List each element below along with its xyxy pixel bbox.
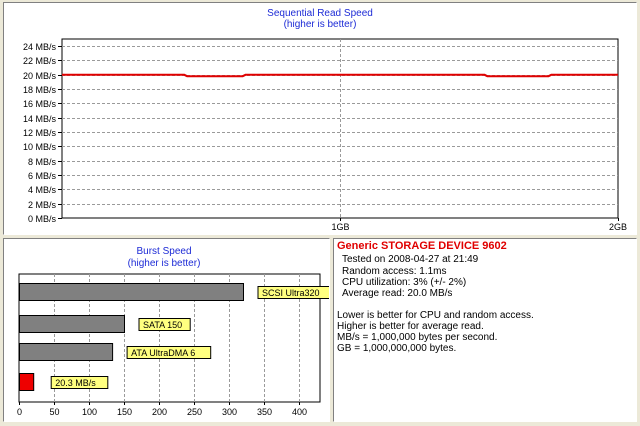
burst-bar-label: 20.3 MB/s: [55, 378, 96, 388]
burst-speed-chart: Burst Speed (higher is better) SCSI Ultr…: [17, 246, 337, 417]
burst-speed-panel: Burst Speed (higher is better) SCSI Ultr…: [3, 238, 337, 422]
device-info-panel: Generic STORAGE DEVICE 9602 Tested on 20…: [333, 238, 637, 422]
sequential-y-tick-label: 4 MB/s: [28, 185, 57, 195]
burst-x-tick-label: 400: [292, 407, 307, 417]
burst-x-tick-label: 50: [49, 407, 59, 417]
sequential-y-tick-label: 22 MB/s: [23, 56, 57, 66]
sequential-y-tick-label: 2 MB/s: [28, 200, 57, 210]
burst-x-tick-label: 350: [257, 407, 272, 417]
burst-label-box: [126, 346, 212, 359]
burst-x-tick-label: 250: [187, 407, 202, 417]
burst-plot-frame: [18, 273, 321, 403]
burst-label-box: [138, 318, 191, 331]
sequential-y-tick-label: 10 MB/s: [23, 142, 57, 152]
sequential-chart-subtitle: (higher is better): [284, 19, 357, 30]
sequential-chart-title: Sequential Read Speed: [267, 8, 373, 19]
burst-chart-subtitle: (higher is better): [128, 258, 201, 269]
burst-x-tick-label: 300: [222, 407, 237, 417]
burst-bar-label: ATA UltraDMA 6: [131, 348, 195, 358]
sequential-read-panel: Sequential Read Speed (higher is better)…: [3, 2, 637, 235]
note-mbs-definition: MB/s = 1,000,000 bytes per second.: [337, 332, 498, 343]
sequential-y-tick-label: 14 MB/s: [23, 114, 57, 124]
burst-bar-label: SCSI Ultra320: [262, 288, 320, 298]
cpu-utilization-text: CPU utilization: 3% (+/- 2%): [342, 277, 467, 288]
note-gb-definition: GB = 1,000,000,000 bytes.: [337, 343, 457, 354]
burst-bar-reference: [19, 343, 114, 361]
sequential-y-tick-label: 24 MB/s: [23, 42, 57, 52]
sequential-x-tick-label: 1GB: [331, 222, 349, 232]
sequential-y-tick-label: 12 MB/s: [23, 128, 57, 138]
sequential-read-line: [62, 73, 618, 78]
tested-on-text: Tested on 2008-04-27 at 21:49: [342, 254, 479, 265]
burst-x-tick-label: 150: [117, 407, 132, 417]
burst-bar-reference: [19, 283, 244, 301]
note-higher-better: Higher is better for average read.: [337, 321, 484, 332]
burst-chart-title: Burst Speed: [136, 246, 191, 257]
random-access-text: Random access: 1.1ms: [342, 266, 447, 277]
sequential-y-tick-label: 6 MB/s: [28, 171, 57, 181]
device-name: Generic STORAGE DEVICE 9602: [337, 240, 507, 252]
burst-bar-device: [19, 373, 35, 391]
sequential-y-tick-label: 0 MB/s: [28, 214, 57, 224]
burst-x-tick-label: 100: [82, 407, 97, 417]
burst-x-tick-label: 200: [152, 407, 167, 417]
sequential-y-tick-label: 20 MB/s: [23, 71, 57, 81]
sequential-y-tick-label: 16 MB/s: [23, 99, 57, 109]
burst-label-box: [50, 376, 109, 389]
sequential-read-chart: Sequential Read Speed (higher is better)…: [23, 8, 627, 232]
burst-x-tick-label: 0: [17, 407, 22, 417]
note-lower-better: Lower is better for CPU and random acces…: [337, 310, 534, 321]
sequential-y-tick-label: 18 MB/s: [23, 85, 57, 95]
average-read-text: Average read: 20.0 MB/s: [342, 288, 453, 299]
burst-bar-reference: [19, 315, 125, 333]
sequential-x-tick-label: 2GB: [609, 222, 627, 232]
sequential-y-tick-label: 8 MB/s: [28, 157, 57, 167]
burst-bar-label: SATA 150: [143, 320, 182, 330]
